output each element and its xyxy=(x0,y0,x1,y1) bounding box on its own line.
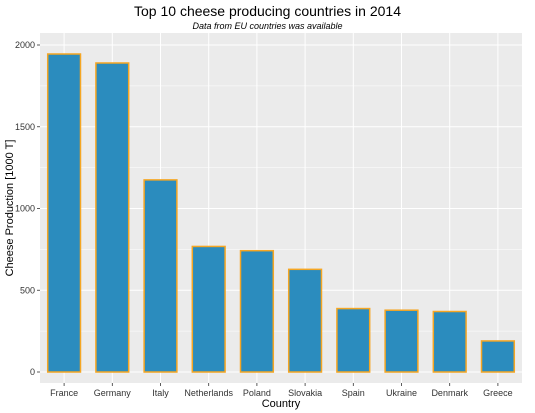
y-tick-label: 0 xyxy=(30,367,35,377)
bar-denmark xyxy=(432,310,467,373)
x-tick-label: Italy xyxy=(152,388,169,398)
y-tick-label: 1500 xyxy=(15,122,35,132)
chart-title: Top 10 cheese producing countries in 201… xyxy=(134,3,401,19)
bar-spain xyxy=(336,307,371,373)
bars xyxy=(46,53,516,373)
x-tick-label: France xyxy=(50,388,78,398)
bar-ukraine xyxy=(384,309,419,373)
x-tick-label: Poland xyxy=(243,388,271,398)
x-axis-title: Country xyxy=(262,398,301,410)
x-tick-label: Netherlands xyxy=(184,388,233,398)
x-tick-label: Greece xyxy=(483,388,513,398)
x-axis-ticks: France Germany Italy Netherlands Poland Slova… xyxy=(50,383,513,398)
chart-subtitle: Data from EU countries was available xyxy=(192,21,343,31)
bar-netherlands xyxy=(191,245,226,373)
y-axis-ticks: 0 500 1000 1500 2000 xyxy=(15,40,40,377)
bar-poland xyxy=(239,249,275,373)
x-tick-label: Denmark xyxy=(431,388,468,398)
y-axis-title: Cheese Production [1000 T] xyxy=(4,140,16,277)
x-tick-label: Spain xyxy=(342,388,365,398)
x-tick-label: Germany xyxy=(94,388,132,398)
bar-france xyxy=(46,53,82,373)
bar-germany xyxy=(95,62,130,373)
y-tick-label: 500 xyxy=(20,285,35,295)
x-tick-label: Ukraine xyxy=(386,388,417,398)
bar-slovakia xyxy=(287,268,323,373)
x-tick-label: Slovakia xyxy=(288,388,322,398)
bar-italy xyxy=(143,179,178,373)
bar-greece xyxy=(480,340,516,373)
y-tick-label: 1000 xyxy=(15,204,35,214)
y-tick-label: 2000 xyxy=(15,40,35,50)
